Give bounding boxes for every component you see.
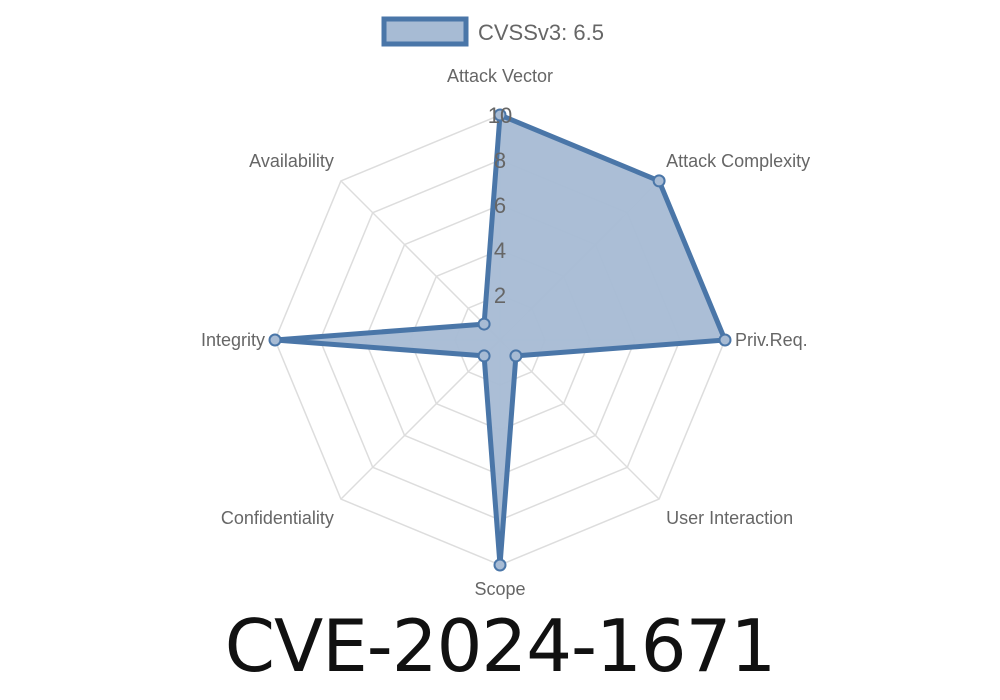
- axis-label: Priv.Req.: [735, 330, 808, 350]
- tick-label: 6: [494, 193, 506, 218]
- data-point: [477, 349, 491, 363]
- data-point: [509, 349, 523, 363]
- axis-label: Attack Vector: [447, 66, 553, 86]
- tick-label: 2: [494, 283, 506, 308]
- axis-label: Availability: [249, 151, 334, 171]
- data-point: [477, 317, 491, 331]
- grid-spoke: [340, 180, 501, 341]
- legend-swatch: [381, 16, 469, 47]
- axis-label: Confidentiality: [221, 508, 334, 528]
- axis-label: Attack Complexity: [666, 151, 810, 171]
- legend-label: CVSSv3: 6.5: [478, 20, 604, 45]
- legend: CVSSv3: 6.5: [381, 16, 604, 47]
- data-point: [718, 333, 732, 347]
- axis-label: Integrity: [201, 330, 265, 350]
- axis-label: User Interaction: [666, 508, 793, 528]
- data-point: [493, 558, 507, 572]
- axis-label: Scope: [474, 579, 525, 599]
- tick-label: 4: [494, 238, 506, 263]
- data-point: [493, 108, 507, 122]
- page-title: CVE-2024-1671: [224, 604, 776, 688]
- grid-spoke: [499, 339, 660, 500]
- data-point: [268, 333, 282, 347]
- grid-spoke: [340, 339, 501, 500]
- tick-label: 8: [494, 148, 506, 173]
- data-point: [652, 174, 666, 188]
- tick-label: 10: [488, 103, 512, 128]
